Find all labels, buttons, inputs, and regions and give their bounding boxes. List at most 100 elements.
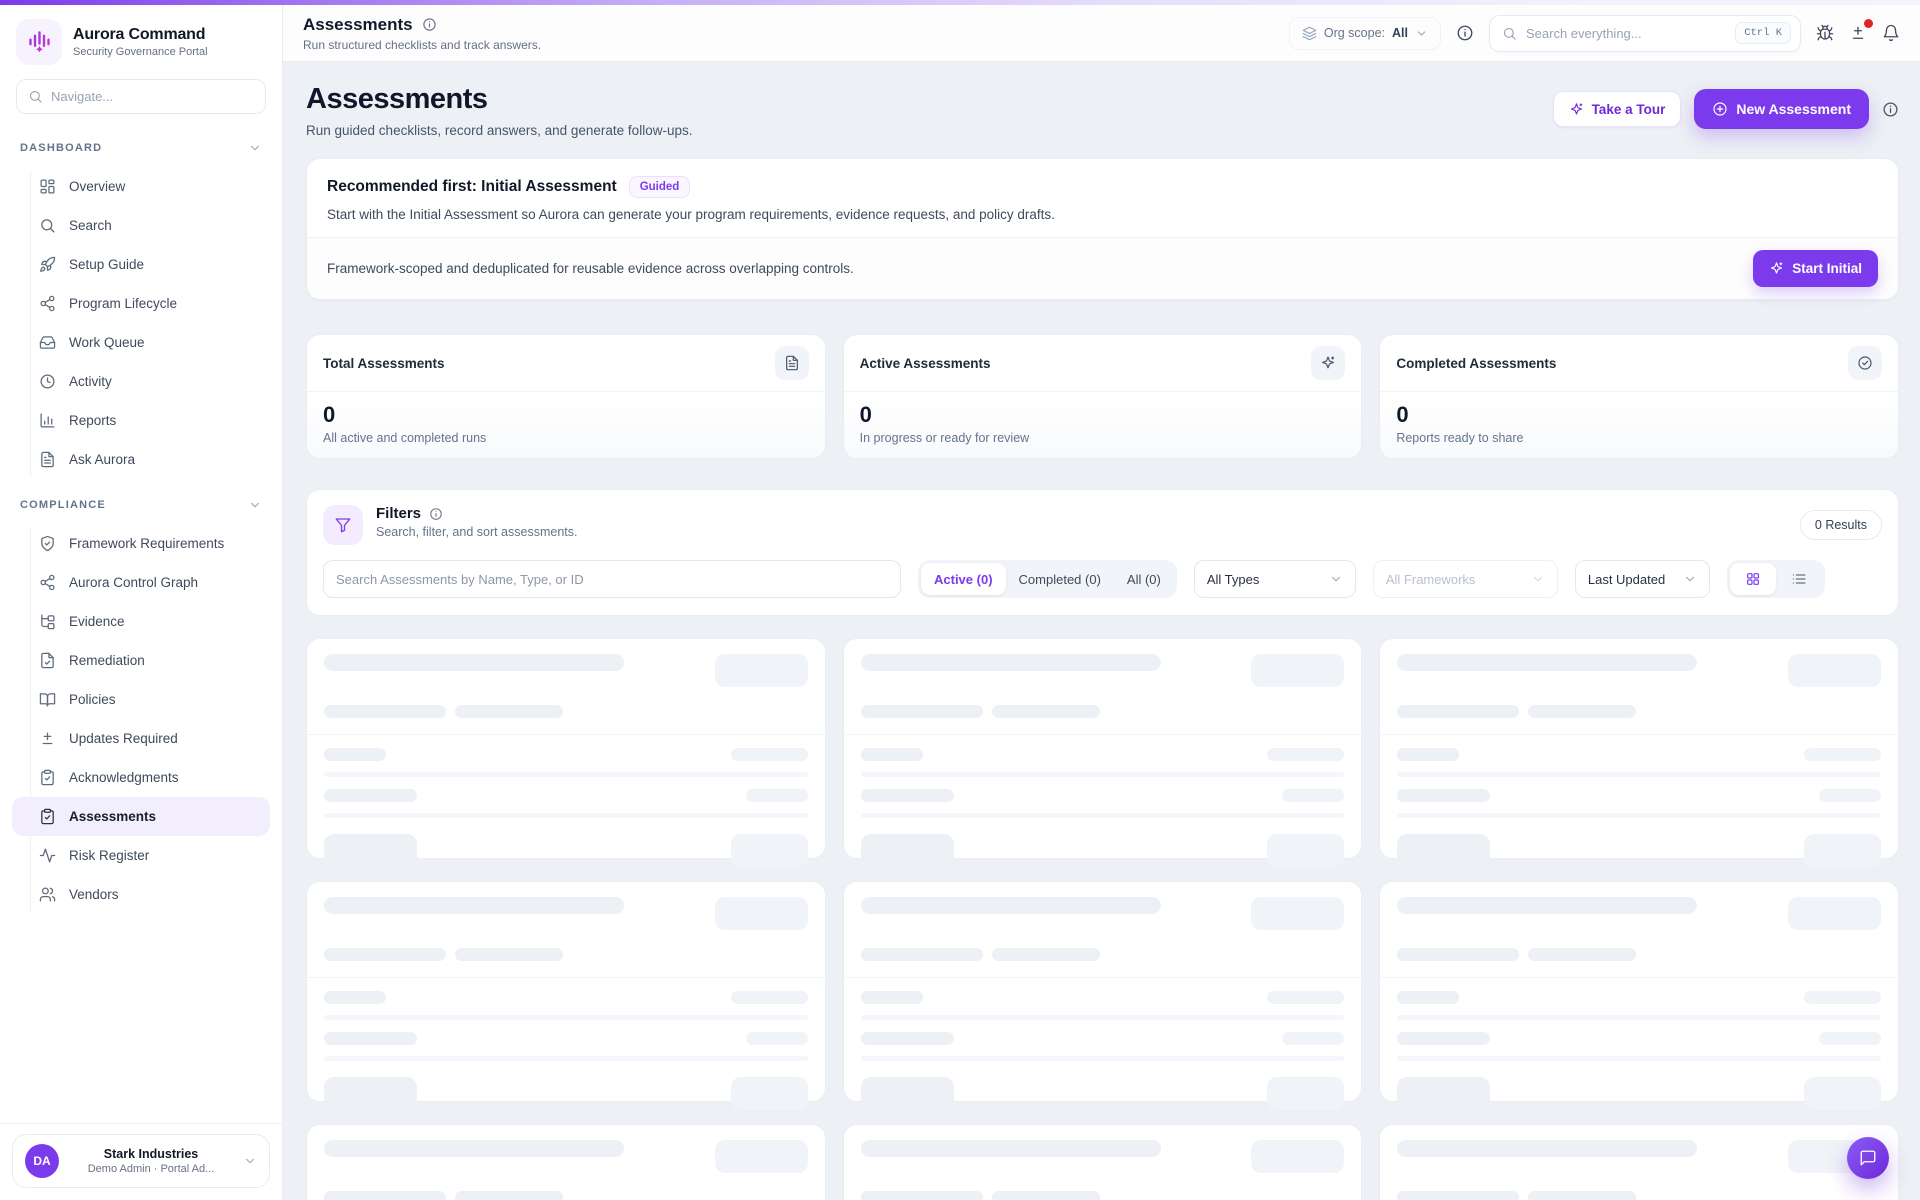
stat-icon-chip — [1848, 346, 1882, 380]
skeleton-bar — [324, 705, 446, 718]
funnel-icon — [334, 516, 352, 534]
sidebar-item-risk-register[interactable]: Risk Register — [12, 836, 270, 875]
skeleton-bar — [1397, 654, 1698, 671]
nav-section-label: COMPLIANCE — [20, 499, 106, 511]
shield-check-icon — [39, 535, 56, 552]
debug-button[interactable] — [1816, 24, 1834, 42]
page-title: Assessments — [306, 83, 488, 115]
sidebar-item-search[interactable]: Search — [12, 206, 270, 245]
skeleton-bar — [1282, 789, 1345, 802]
list-view-button[interactable] — [1776, 563, 1822, 595]
assessment-search-input[interactable] — [336, 571, 888, 587]
grid-view-button[interactable] — [1729, 563, 1776, 595]
skeleton-bar — [1267, 1077, 1345, 1110]
skeleton-bar — [1804, 1077, 1881, 1110]
stat-card-active-assessments: Active Assessments 0 In progress or ready … — [842, 334, 1363, 459]
topbar: Assessments Run structured checklists an… — [283, 5, 1920, 62]
inbox-icon — [39, 334, 56, 351]
brand-subtitle: Security Governance Portal — [73, 46, 208, 58]
search-icon — [1502, 26, 1517, 41]
global-search[interactable]: Ctrl K — [1489, 14, 1801, 52]
type-filter-select[interactable]: All Types — [1193, 560, 1356, 598]
skeleton-bar — [714, 654, 808, 687]
nav-section-label: DASHBOARD — [20, 142, 103, 154]
skeleton-bar — [324, 991, 386, 1004]
sidebar-item-label: Overview — [69, 179, 126, 194]
page-info-button[interactable] — [1882, 101, 1899, 118]
sidebar-item-ask-aurora[interactable]: Ask Aurora — [12, 440, 270, 479]
updates-button[interactable] — [1849, 19, 1873, 42]
recommended-description: Start with the Initial Assessment so Aur… — [327, 207, 1055, 222]
sidebar-item-framework-requirements[interactable]: Framework Requirements — [12, 524, 270, 563]
nav-section-compliance[interactable]: COMPLIANCE — [0, 483, 282, 522]
sparkles-icon — [1569, 102, 1584, 117]
skeleton-bar — [455, 1191, 563, 1200]
skeleton-bar — [860, 748, 923, 761]
tab-active-0[interactable]: Active (0) — [921, 563, 1006, 595]
skeleton-bar — [1804, 991, 1881, 1004]
skeleton-card — [306, 638, 826, 867]
sidebar-item-overview[interactable]: Overview — [12, 167, 270, 206]
sidebar-item-evidence[interactable]: Evidence — [12, 602, 270, 641]
org-scope-selector[interactable]: Org scope: All — [1288, 16, 1441, 50]
user-menu[interactable]: DA Stark Industries Demo Admin · Portal … — [12, 1134, 270, 1188]
stat-icon-chip — [774, 346, 809, 380]
framework-filter-select[interactable]: All Frameworks — [1372, 560, 1558, 598]
sidebar-item-policies[interactable]: Policies — [12, 680, 270, 719]
skeleton-bar — [1819, 789, 1881, 802]
sidebar-item-program-lifecycle[interactable]: Program Lifecycle — [12, 284, 270, 323]
bell-icon — [1882, 24, 1900, 42]
skeleton-bar — [991, 1191, 1100, 1200]
start-initial-button[interactable]: Start Initial — [1753, 250, 1878, 287]
skeleton-bar — [1397, 705, 1520, 718]
sidebar-item-updates-required[interactable]: Updates Required — [12, 719, 270, 758]
notifications-button[interactable] — [1882, 24, 1900, 42]
file-check-icon — [39, 652, 56, 669]
stat-caption: All active and completed runs — [323, 431, 487, 445]
chat-button[interactable] — [1847, 1137, 1889, 1179]
sidebar-item-assessments[interactable]: Assessments — [12, 797, 270, 836]
skeleton-bar — [860, 897, 1161, 914]
user-role: Demo Admin · Portal Ad... — [87, 1163, 215, 1175]
sidebar-item-reports[interactable]: Reports — [12, 401, 270, 440]
sidebar-item-activity[interactable]: Activity — [12, 362, 270, 401]
search-icon — [39, 217, 56, 234]
sidebar-item-remediation[interactable]: Remediation — [12, 641, 270, 680]
sidebar-item-label: Framework Requirements — [69, 536, 225, 551]
take-tour-button[interactable]: Take a Tour — [1552, 91, 1682, 127]
bar-chart-icon — [39, 412, 56, 429]
tab-all-0[interactable]: All (0) — [1126, 571, 1161, 587]
skeleton-bar — [455, 705, 563, 718]
chevron-down-icon — [1415, 27, 1428, 40]
stat-title: Completed Assessments — [1396, 355, 1557, 371]
sidebar-item-label: Work Queue — [69, 335, 145, 350]
sidebar-item-vendors[interactable]: Vendors — [12, 875, 270, 914]
new-assessment-button[interactable]: New Assessment — [1694, 89, 1869, 129]
recommended-note: Framework-scoped and deduplicated for re… — [327, 261, 854, 276]
scope-info-button[interactable] — [1456, 24, 1474, 42]
info-icon — [1456, 24, 1474, 42]
sidebar-item-acknowledgments[interactable]: Acknowledgments — [12, 758, 270, 797]
sort-select[interactable]: Last Updated — [1574, 560, 1710, 598]
sidebar-item-aurora-control-graph[interactable]: Aurora Control Graph — [12, 563, 270, 602]
skeleton-bar — [860, 789, 954, 802]
share2-icon — [39, 574, 56, 591]
skeleton-bar — [1804, 748, 1881, 761]
sidebar-navigate-input[interactable]: Navigate... — [16, 79, 266, 114]
skeleton-bar — [714, 897, 808, 930]
skeleton-card — [1379, 881, 1899, 1110]
skeleton-bar — [1397, 789, 1491, 802]
nav-section-dashboard[interactable]: DASHBOARD — [0, 126, 282, 165]
skeleton-bar — [1397, 948, 1520, 961]
skeleton-bar — [860, 1032, 954, 1045]
stat-title: Active Assessments — [859, 355, 991, 371]
assessment-search[interactable] — [323, 560, 901, 598]
global-search-input[interactable] — [1526, 25, 1727, 41]
waveform-logo-icon — [26, 29, 53, 56]
org-scope-value: All — [1392, 26, 1408, 40]
sidebar-item-work-queue[interactable]: Work Queue — [12, 323, 270, 362]
skeleton-bar — [730, 834, 808, 867]
org-scope-label: Org scope: — [1323, 26, 1386, 40]
tab-completed-0[interactable]: Completed (0) — [1018, 571, 1101, 587]
sidebar-item-setup-guide[interactable]: Setup Guide — [12, 245, 270, 284]
